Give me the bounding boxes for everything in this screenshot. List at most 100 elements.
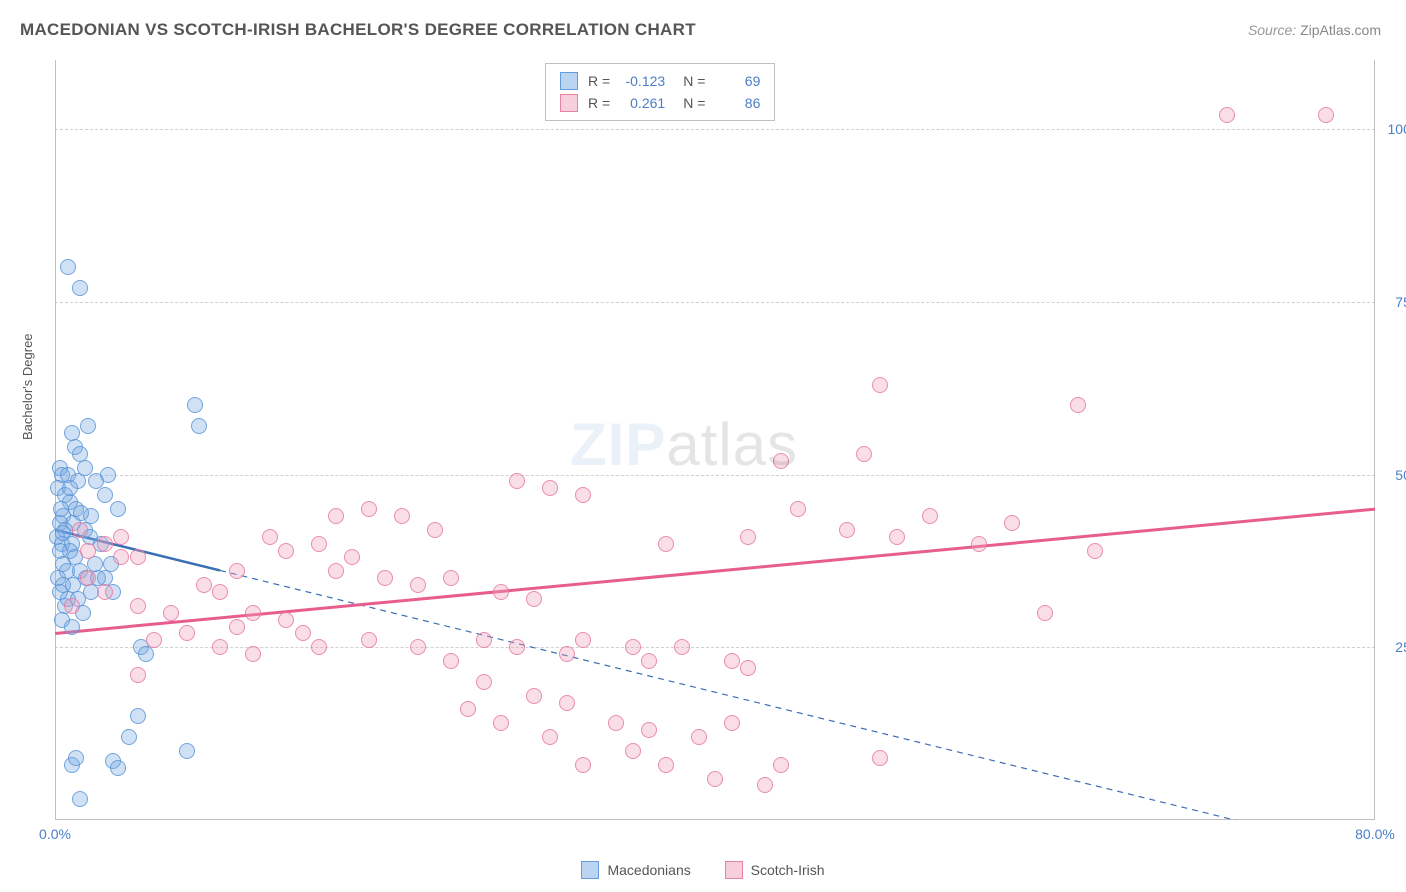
data-point — [229, 563, 245, 579]
swatch-blue — [560, 72, 578, 90]
data-point — [146, 632, 162, 648]
data-point — [130, 549, 146, 565]
legend-item-scotch-irish: Scotch-Irish — [725, 861, 825, 879]
data-point — [311, 536, 327, 552]
data-point — [72, 791, 88, 807]
data-point — [839, 522, 855, 538]
data-point — [922, 508, 938, 524]
source-value: ZipAtlas.com — [1300, 22, 1381, 38]
data-point — [1070, 397, 1086, 413]
n-value-pink: 86 — [715, 92, 760, 114]
data-point — [212, 639, 228, 655]
swatch-pink — [560, 94, 578, 112]
data-point — [427, 522, 443, 538]
data-point — [212, 584, 228, 600]
x-tick-label: 80.0% — [1355, 826, 1395, 842]
data-point — [740, 529, 756, 545]
data-point — [245, 605, 261, 621]
data-point — [1219, 107, 1235, 123]
data-point — [724, 653, 740, 669]
data-point — [460, 701, 476, 717]
r-value-pink: 0.261 — [620, 92, 665, 114]
y-tick-label: 75.0% — [1395, 294, 1406, 310]
y-axis-right — [1374, 60, 1375, 820]
data-point — [575, 757, 591, 773]
source-label: Source: — [1248, 22, 1300, 38]
legend-item-macedonians: Macedonians — [581, 861, 690, 879]
data-point — [80, 543, 96, 559]
data-point — [245, 646, 261, 662]
data-point — [410, 639, 426, 655]
data-point — [889, 529, 905, 545]
data-point — [138, 646, 154, 662]
data-point — [80, 570, 96, 586]
data-point — [179, 743, 195, 759]
data-point — [394, 508, 410, 524]
y-tick-label: 100.0% — [1388, 121, 1406, 137]
data-point — [55, 525, 71, 541]
data-point — [1318, 107, 1334, 123]
data-point — [328, 563, 344, 579]
data-point — [73, 505, 89, 521]
data-point — [344, 549, 360, 565]
data-point — [658, 536, 674, 552]
data-point — [773, 453, 789, 469]
data-point — [872, 377, 888, 393]
data-point — [641, 722, 657, 738]
data-point — [526, 688, 542, 704]
x-tick-label: 0.0% — [39, 826, 71, 842]
x-axis — [55, 819, 1375, 820]
data-point — [121, 729, 137, 745]
plot-area: R = -0.123 N = 69 R = 0.261 N = 86 25.0%… — [55, 60, 1375, 820]
data-point — [72, 522, 88, 538]
data-point — [377, 570, 393, 586]
data-point — [361, 632, 377, 648]
data-point — [361, 501, 377, 517]
data-point — [311, 639, 327, 655]
chart-container: MACEDONIAN VS SCOTCH-IRISH BACHELOR'S DE… — [0, 0, 1406, 892]
data-point — [196, 577, 212, 593]
data-point — [509, 473, 525, 489]
data-point — [130, 708, 146, 724]
data-point — [773, 757, 789, 773]
data-point — [971, 536, 987, 552]
legend-correlation-box: R = -0.123 N = 69 R = 0.261 N = 86 — [545, 63, 775, 121]
data-point — [493, 584, 509, 600]
data-point — [110, 501, 126, 517]
gridline — [55, 302, 1375, 303]
y-tick-label: 25.0% — [1395, 639, 1406, 655]
gridline — [55, 475, 1375, 476]
data-point — [575, 632, 591, 648]
data-point — [542, 480, 558, 496]
data-point — [163, 605, 179, 621]
data-point — [130, 598, 146, 614]
legend-label: Scotch-Irish — [751, 862, 825, 878]
data-point — [64, 619, 80, 635]
data-point — [1004, 515, 1020, 531]
data-point — [80, 418, 96, 434]
source-attribution: Source: ZipAtlas.com — [1248, 22, 1381, 38]
data-point — [72, 280, 88, 296]
data-point — [559, 646, 575, 662]
data-point — [443, 653, 459, 669]
data-point — [113, 529, 129, 545]
data-point — [608, 715, 624, 731]
chart-title: MACEDONIAN VS SCOTCH-IRISH BACHELOR'S DE… — [20, 20, 696, 40]
data-point — [625, 639, 641, 655]
data-point — [77, 460, 93, 476]
data-point — [97, 536, 113, 552]
data-point — [97, 487, 113, 503]
data-point — [130, 667, 146, 683]
y-tick-label: 50.0% — [1395, 467, 1406, 483]
data-point — [493, 715, 509, 731]
data-point — [674, 639, 690, 655]
data-point — [1087, 543, 1103, 559]
legend-series: Macedonians Scotch-Irish — [0, 861, 1406, 882]
data-point — [53, 501, 69, 517]
data-point — [328, 508, 344, 524]
data-point — [443, 570, 459, 586]
data-point — [179, 625, 195, 641]
gridline — [55, 129, 1375, 130]
data-point — [757, 777, 773, 793]
data-point — [625, 743, 641, 759]
